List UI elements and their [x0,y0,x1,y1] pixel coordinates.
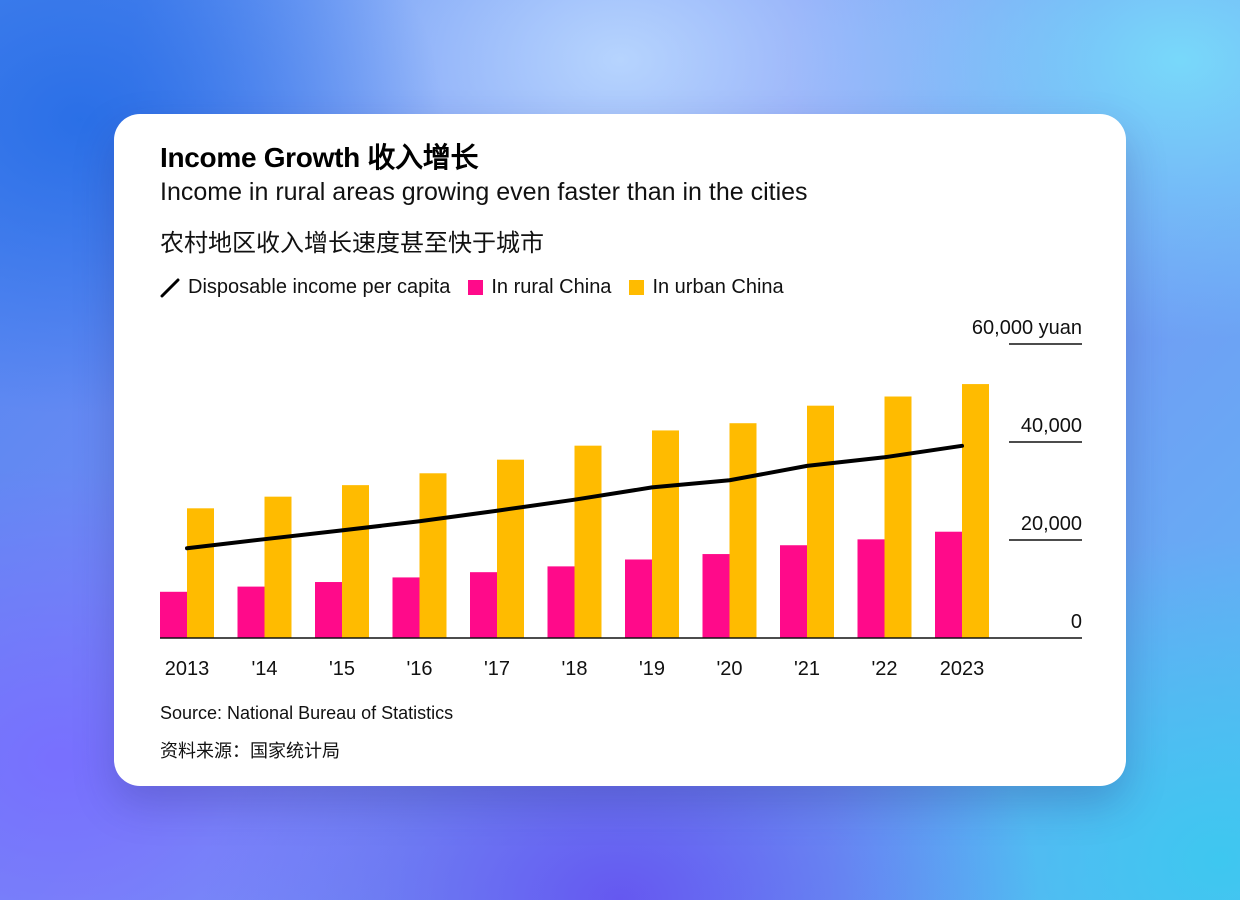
legend-swatch-urban [629,280,645,295]
legend-item-rural: In rural China [468,276,611,299]
bar-rural-5 [547,566,575,638]
bar-rural-10 [935,531,962,638]
source-note-chinese: 资料来源：国家统计局 [160,741,340,761]
bar-urban-9 [884,396,912,638]
source-note-english: Source: National Bureau of Statistics [160,703,454,723]
x-tick-label-1: '14 [251,658,277,680]
x-tick-label-6: '19 [639,658,665,680]
bar-urban-7 [729,423,757,638]
x-tick-label-7: '20 [716,658,742,680]
legend-item-disposable-income: Disposable income per capita [160,276,450,299]
chart-legend: Disposable income per capita In rural Ch… [160,276,802,299]
line-disposable-income [185,443,964,551]
legend-label-rural: In rural China [491,276,612,298]
chart-subtitle-english: Income in rural areas growing even faste… [160,178,808,206]
x-tick-label-0: 2013 [165,658,210,680]
y-tick-label-3: 60,000 yuan [972,317,1082,339]
bar-rural-3 [392,577,420,638]
bar-rural-1 [237,586,265,638]
legend-line-icon [160,278,180,297]
bar-urban-1 [264,496,292,638]
bar-urban-8 [807,405,834,638]
bar-rural-6 [625,559,652,638]
bar-urban-3 [419,473,447,638]
bar-rural-7 [702,554,730,638]
chart-subtitle-chinese: 农村地区收入增长速度甚至快于城市 [160,230,544,257]
income-bar-chart: 0 20,000 40,000 60,000 yuan 2013 '14 '15 '16 '17… [160,317,1082,680]
x-tick-label-8: '21 [794,658,820,680]
y-tick-label-1: 20,000 [1021,513,1082,535]
bar-urban-2 [342,485,369,638]
legend-item-urban: In urban China [629,276,784,299]
bar-rural-2 [315,582,342,638]
bar-urban-5 [574,445,602,638]
x-tick-label-4: '17 [484,658,510,680]
bar-rural-4 [470,572,497,638]
legend-label-disposable-income: Disposable income per capita [188,276,451,298]
x-tick-label-3: '16 [406,658,432,680]
bar-rural-8 [780,545,807,638]
bar-urban-6 [652,430,679,638]
x-tick-label-10: 2023 [940,658,985,680]
legend-swatch-rural [468,280,484,295]
chart-title: Income Growth 收入增长 [160,142,479,173]
bar-rural-9 [857,539,885,638]
y-tick-label-0: 0 [1071,611,1082,633]
bar-rural-0 [160,591,187,638]
x-tick-label-2: '15 [329,658,355,680]
bar-urban-0 [187,508,214,638]
bar-urban-10 [962,384,989,638]
legend-label-urban: In urban China [652,276,784,298]
x-tick-label-9: '22 [871,658,897,680]
y-tick-label-2: 40,000 [1021,415,1082,437]
bar-urban-4 [497,459,524,638]
chart-card: Income Growth 收入增长 Income in rural areas… [114,114,1126,786]
x-tick-label-5: '18 [561,658,587,680]
